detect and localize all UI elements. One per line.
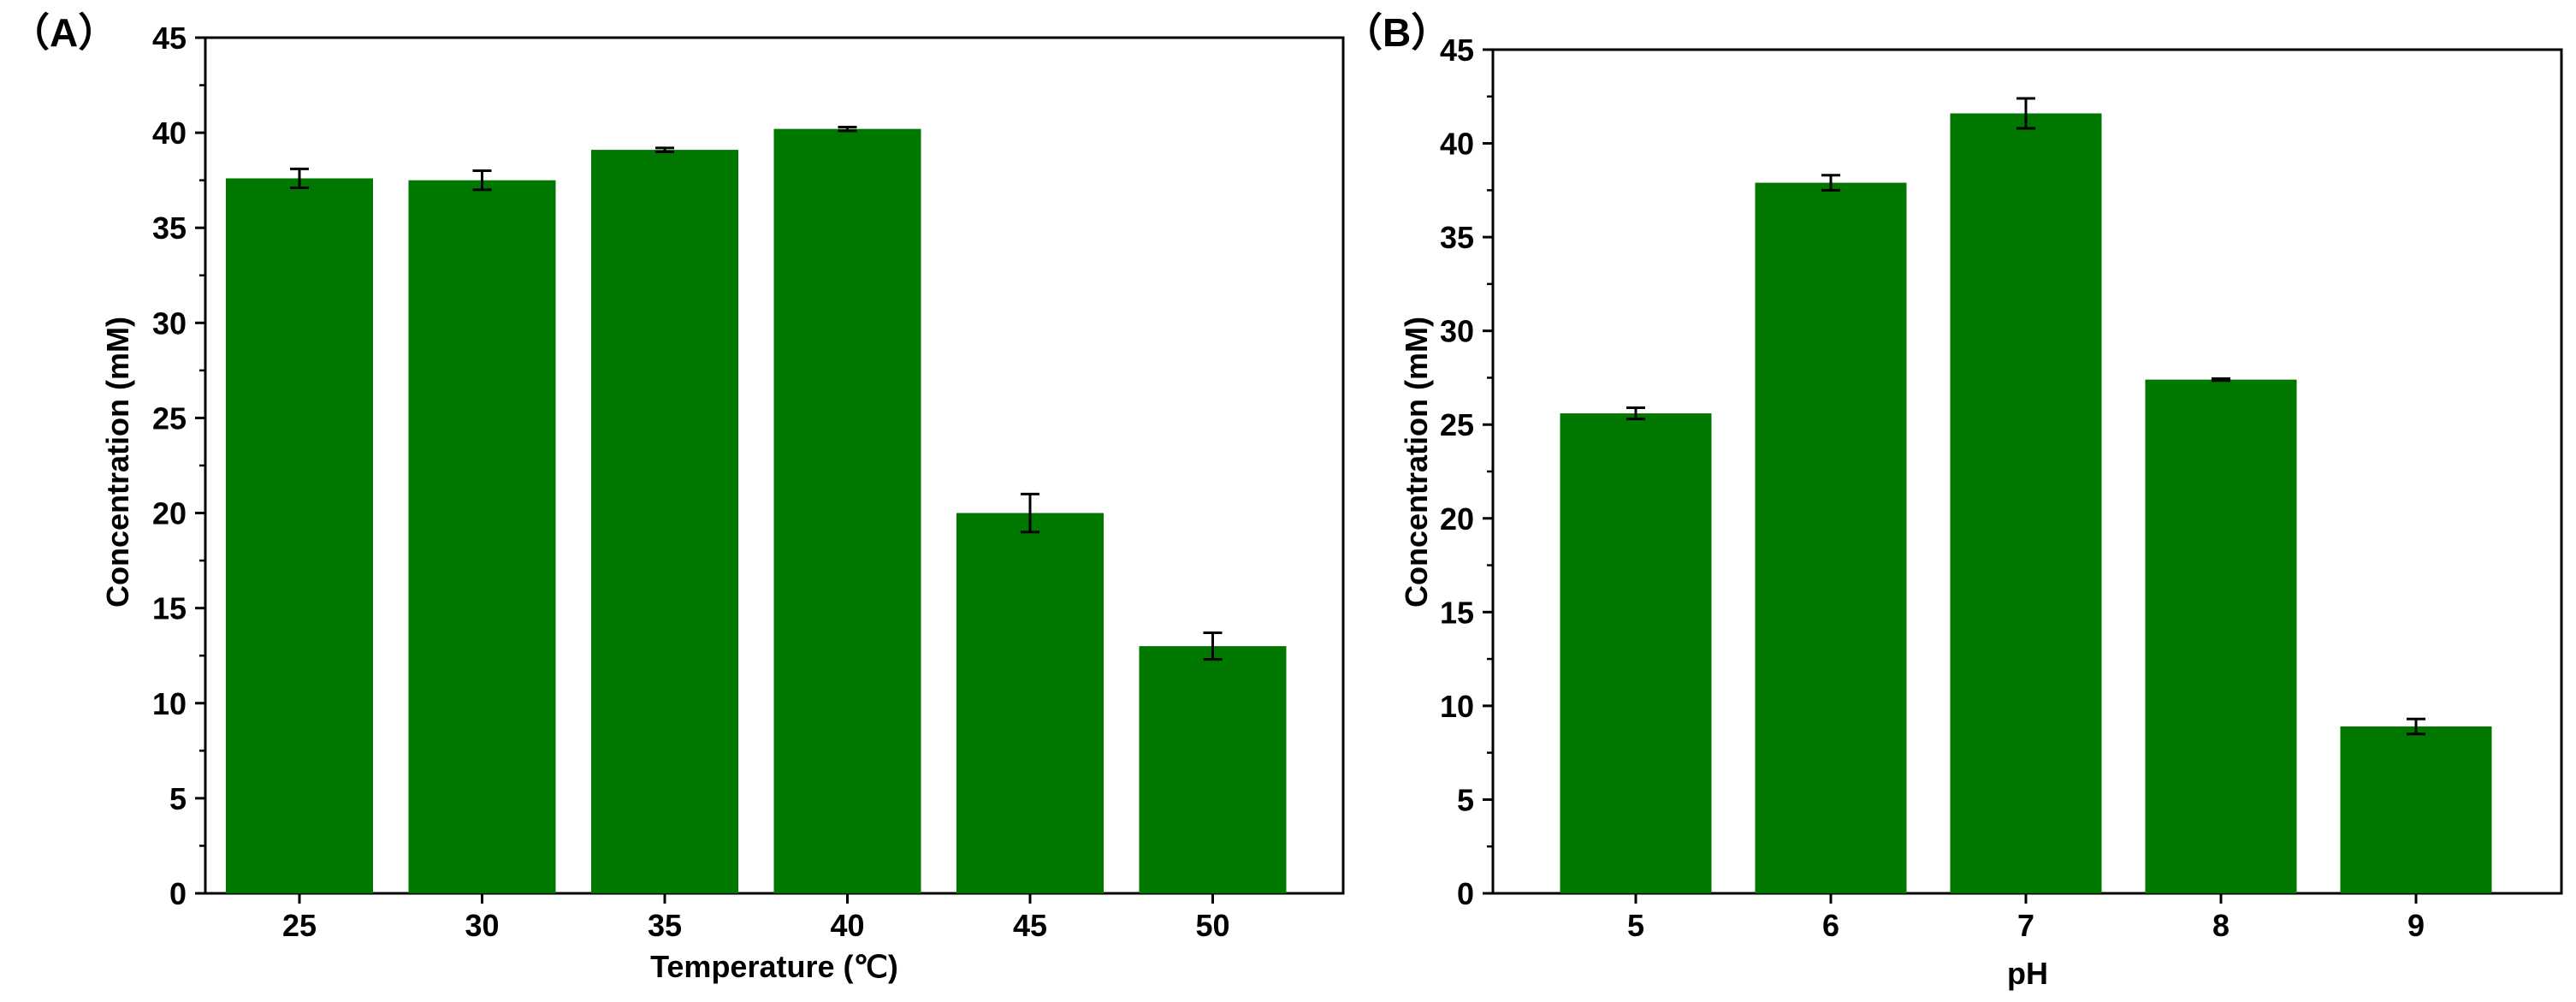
panel-b-x-axis: 5 6 7 8 9: [1627, 893, 2425, 943]
panel-b-y-axis-title: Concentration (mM): [1399, 317, 1434, 608]
panel-b-y-tick-label: 25: [1440, 407, 1474, 442]
panel-a-bar-50: [1139, 646, 1287, 893]
panel-b-x-tick-label: 8: [2212, 908, 2230, 943]
panel-a-x-axis-title: Temperature (℃): [650, 949, 898, 984]
panel-a-error-bar-35: [655, 146, 674, 153]
panel-a-error-bar-40: [838, 125, 857, 133]
panel-a-bar-35: [591, 150, 738, 894]
panel-a-y-tick-label: 30: [152, 305, 187, 341]
panel-a-label: （A）: [10, 10, 117, 55]
panel-b-y-tick-label: 10: [1440, 689, 1474, 724]
panel-b: （B） 0 5 10 15 20 25 30 35 40 45 5 6 7 8 9 Concentrati…: [1343, 10, 2563, 991]
panel-a-error-bar-45: [1021, 492, 1039, 534]
panel-a-y-tick-label: 15: [152, 591, 187, 626]
panel-b-x-axis-title: pH: [2007, 956, 2048, 991]
panel-b-x-tick-label: 7: [2017, 908, 2034, 943]
panel-b-bar-5: [1560, 413, 1712, 893]
panel-a-bar-40: [773, 128, 921, 893]
panel-b-x-tick-label: 5: [1627, 908, 1644, 943]
panel-b-error-bar-8: [2212, 377, 2230, 382]
panel-b-y-tick-label: 40: [1440, 127, 1474, 162]
panel-b-y-tick-label: 35: [1440, 220, 1474, 255]
panel-a-error-bar-50: [1203, 631, 1223, 661]
panel-a-y-tick-label: 20: [152, 496, 187, 531]
panel-b-x-tick-label: 6: [1822, 908, 1839, 943]
panel-a-x-tick-label: 35: [648, 908, 682, 943]
panel-a-y-axis: 0 5 10 15 20 25 30 35 40 45: [152, 21, 205, 911]
panel-b-error-bar-7: [2016, 97, 2035, 130]
panel-a-error-bar-30: [472, 169, 492, 192]
panel-b-y-tick-label: 5: [1457, 782, 1474, 817]
panel-a-y-tick-label: 10: [152, 686, 187, 721]
panel-a-y-tick-label: 35: [152, 210, 187, 246]
panel-a-error-bar-25: [290, 167, 309, 190]
panel-b-y-axis: 0 5 10 15 20 25 30 35 40 45: [1440, 33, 1493, 911]
panel-a-y-tick-label: 0: [169, 876, 187, 911]
panel-a-y-tick-label: 40: [152, 116, 187, 151]
panel-b-y-tick-label: 0: [1457, 876, 1474, 911]
panel-b-error-bar-9: [2407, 717, 2425, 736]
panel-b-y-tick-label: 30: [1440, 314, 1474, 349]
panel-b-x-tick-label: 9: [2407, 908, 2425, 943]
panel-b-bar-9: [2340, 726, 2492, 893]
panel-b-bar-7: [1950, 113, 2102, 893]
panel-b-y-tick-label: 15: [1440, 595, 1474, 630]
panel-b-bar-8: [2145, 379, 2297, 893]
panel-a: （A） 0 5 10 15 20 25 30 35 40 45 25 30 35 40 45 50 Conc…: [10, 10, 1345, 984]
panel-b-error-bar-6: [1821, 174, 1840, 192]
panel-b-y-tick-label: 20: [1440, 501, 1474, 537]
panel-a-x-tick-label: 45: [1013, 908, 1047, 943]
panel-a-y-tick-label: 5: [169, 781, 187, 816]
panel-b-y-tick-label: 45: [1440, 33, 1474, 68]
panel-a-y-tick-label: 25: [152, 400, 187, 436]
panel-a-bars: [226, 125, 1287, 894]
panel-a-x-tick-label: 40: [830, 908, 864, 943]
panel-a-bar-45: [956, 513, 1104, 893]
panel-a-bar-30: [408, 180, 556, 893]
panel-b-label: （B）: [1343, 10, 1450, 55]
panel-b-error-bar-5: [1626, 406, 1645, 421]
panel-a-x-axis: 25 30 35 40 45 50: [282, 893, 1230, 943]
panel-a-x-tick-label: 30: [465, 908, 499, 943]
panel-b-bars: [1560, 97, 2492, 893]
panel-a-x-tick-label: 50: [1195, 908, 1229, 943]
panel-a-y-axis-title: Concentration (mM): [100, 317, 135, 608]
panel-b-bar-6: [1755, 182, 1907, 893]
panel-a-y-tick-label: 45: [152, 21, 187, 56]
panel-a-bar-25: [226, 178, 373, 893]
panel-a-x-tick-label: 25: [282, 908, 317, 943]
